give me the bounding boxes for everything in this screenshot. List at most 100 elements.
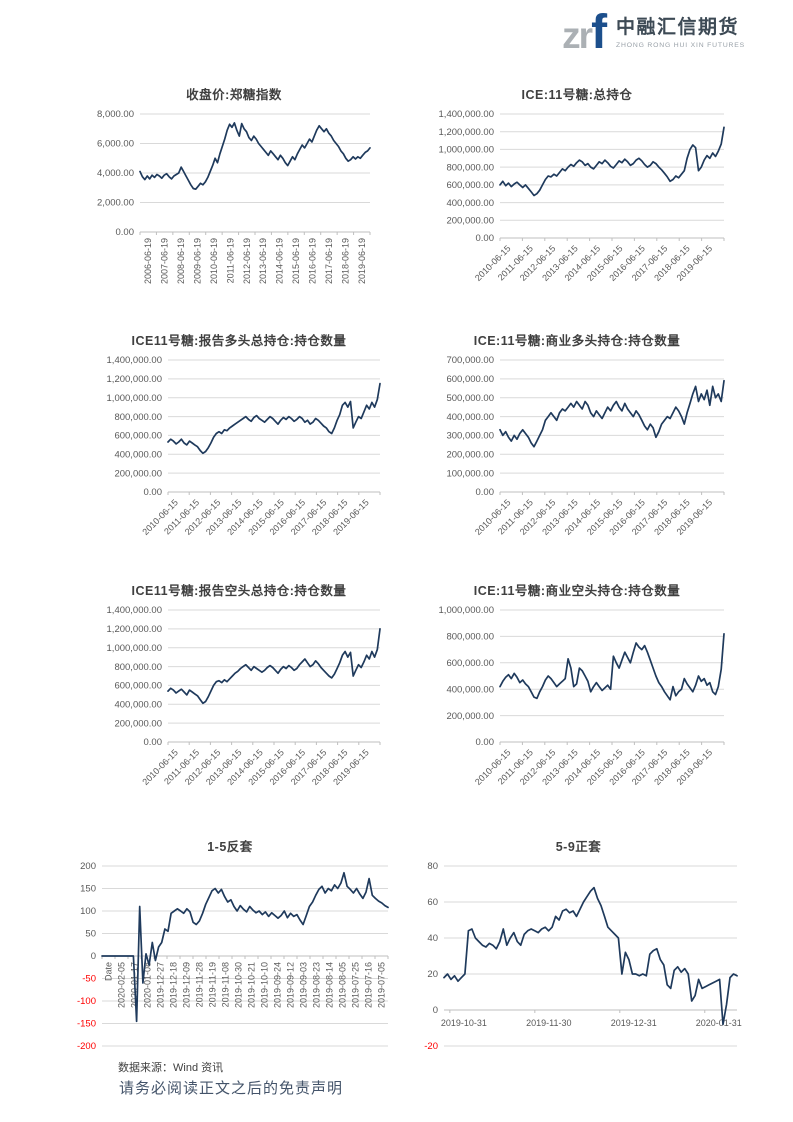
svg-text:2020-01-08: 2020-01-08	[143, 962, 153, 1008]
chart-title: ICE11号糖:报告空头总持仓:持仓数量	[131, 584, 347, 598]
chart-title: ICE11号糖:报告多头总持仓:持仓数量	[131, 334, 347, 348]
svg-text:2019-12-31: 2019-12-31	[611, 1018, 657, 1028]
svg-text:2019-11-08: 2019-11-08	[221, 962, 231, 1007]
svg-text:0.00: 0.00	[144, 737, 163, 748]
svg-text:-150: -150	[77, 1019, 96, 1030]
company-name-en: ZHONG RONG HUI XIN FUTURES	[616, 42, 745, 49]
svg-text:0.00: 0.00	[476, 233, 495, 244]
svg-text:1,200,000.00: 1,200,000.00	[107, 374, 162, 385]
svg-text:400,000.00: 400,000.00	[446, 198, 494, 209]
svg-text:100,000.00: 100,000.00	[446, 468, 494, 479]
company-name-cn: 中融汇信期货	[616, 17, 740, 38]
svg-text:200,000.00: 200,000.00	[114, 468, 162, 479]
data-source-note: 数据来源：Wind 资讯	[118, 1062, 224, 1074]
svg-text:200: 200	[80, 861, 96, 872]
svg-text:1,400,000.00: 1,400,000.00	[439, 109, 494, 120]
svg-text:2019-10-21: 2019-10-21	[247, 962, 257, 1008]
svg-text:2020-02-05: 2020-02-05	[117, 962, 127, 1008]
svg-text:2019-12-09: 2019-12-09	[182, 962, 192, 1008]
svg-text:1,200,000.00: 1,200,000.00	[439, 127, 494, 138]
svg-text:2009-06-19: 2009-06-19	[193, 238, 203, 284]
svg-text:600,000.00: 600,000.00	[114, 681, 162, 692]
svg-text:2019-10-31: 2019-10-31	[441, 1018, 487, 1028]
svg-text:600,000.00: 600,000.00	[446, 374, 494, 385]
svg-text:1,000,000.00: 1,000,000.00	[439, 145, 494, 156]
svg-text:2008-06-19: 2008-06-19	[176, 238, 186, 284]
svg-text:2019-08-23: 2019-08-23	[312, 962, 322, 1008]
svg-text:1,000,000.00: 1,000,000.00	[439, 605, 494, 616]
svg-text:2019-07-25: 2019-07-25	[351, 962, 361, 1008]
logo-mark: zr f	[562, 5, 608, 59]
svg-text:2019-07-16: 2019-07-16	[364, 962, 374, 1008]
svg-text:0.00: 0.00	[144, 487, 163, 498]
chart-title: 5-9正套	[555, 840, 602, 854]
chart-canvas-ice11-reported-short-oi: 0.00 200,000.00 400,000.00 600,000.00 800,00…	[107, 605, 381, 787]
svg-text:40: 40	[427, 933, 438, 944]
svg-text:400,000.00: 400,000.00	[446, 412, 494, 423]
svg-text:100: 100	[80, 906, 96, 917]
svg-text:2019-08-14: 2019-08-14	[325, 962, 335, 1008]
svg-text:50: 50	[85, 929, 96, 940]
svg-text:2019-09-12: 2019-09-12	[286, 962, 296, 1008]
svg-text:2019-11-19: 2019-11-19	[208, 962, 218, 1007]
svg-text:Date: Date	[104, 962, 114, 981]
svg-text:200,000.00: 200,000.00	[446, 449, 494, 460]
svg-text:2019-12-18: 2019-12-18	[169, 962, 179, 1008]
svg-text:2010-06-19: 2010-06-19	[209, 238, 219, 284]
chart-canvas-zheng-sugar-close: 0.00 2,000.00 4,000.00 6,000.00 8,000.00 2006…	[97, 109, 371, 284]
chart-title: 1-5反套	[207, 840, 253, 854]
svg-text:2020-01-31: 2020-01-31	[696, 1018, 742, 1028]
svg-text:200,000.00: 200,000.00	[446, 215, 494, 226]
svg-text:300,000.00: 300,000.00	[446, 431, 494, 442]
chart-title: ICE:11号糖:商业多头持仓:持仓数量	[473, 334, 681, 348]
svg-text:1,200,000.00: 1,200,000.00	[107, 624, 162, 635]
svg-text:80: 80	[427, 861, 438, 872]
chart-title: ICE:11号糖:总持仓	[521, 88, 633, 102]
svg-text:700,000.00: 700,000.00	[446, 355, 494, 366]
chart-zheng-sugar-close: 收盘价:郑糖指数 0.00 2,000.00 4,000.00 6,000.00 8,0…	[88, 84, 380, 300]
svg-text:2019-10-30: 2019-10-30	[234, 962, 244, 1008]
chart-canvas-ice11-commercial-long-oi: 0.00 100,000.00 200,000.00 300,000.00 400,00…	[446, 355, 725, 537]
svg-text:-20: -20	[424, 1041, 438, 1050]
svg-text:800,000.00: 800,000.00	[446, 632, 494, 643]
chart-ice11-commercial-short-oi: ICE:11号糖:商业空头持仓:持仓数量 0.00 200,000.00 400,0…	[420, 580, 734, 804]
svg-text:200,000.00: 200,000.00	[446, 711, 494, 722]
svg-text:20: 20	[427, 969, 438, 980]
svg-text:2006-06-19: 2006-06-19	[143, 238, 153, 284]
svg-text:150: 150	[80, 884, 96, 895]
svg-text:0.00: 0.00	[476, 487, 495, 498]
svg-text:800,000.00: 800,000.00	[114, 662, 162, 673]
svg-text:6,000.00: 6,000.00	[97, 139, 134, 150]
svg-text:8,000.00: 8,000.00	[97, 109, 134, 120]
logo-mark-f: f	[591, 5, 608, 59]
chart-canvas-ice11-total-open-interest: 0.00 200,000.00 400,000.00 600,000.00 800,00…	[439, 109, 725, 283]
svg-text:1,400,000.00: 1,400,000.00	[107, 605, 162, 616]
svg-text:-200: -200	[77, 1041, 96, 1050]
svg-text:2016-06-19: 2016-06-19	[308, 238, 318, 284]
svg-text:0.00: 0.00	[476, 737, 495, 748]
svg-text:800,000.00: 800,000.00	[114, 412, 162, 423]
chart-ice11-reported-short-oi: ICE11号糖:报告空头总持仓:持仓数量 0.00 200,000.00 400,0…	[88, 580, 390, 804]
svg-text:600,000.00: 600,000.00	[446, 180, 494, 191]
svg-text:2011-06-19: 2011-06-19	[225, 238, 235, 283]
chart-canvas-1-5-reverse-spread: 200 150 100 50 0 -50 -100 -150 -200 Date 2020-02-0…	[77, 861, 389, 1050]
chart-canvas-ice11-commercial-short-oi: 0.00 200,000.00 400,000.00 600,000.00 800,00…	[439, 605, 725, 787]
chart-title: ICE:11号糖:商业空头持仓:持仓数量	[473, 584, 681, 598]
svg-text:-100: -100	[77, 996, 96, 1007]
svg-text:2014-06-19: 2014-06-19	[275, 238, 285, 284]
svg-text:2012-06-19: 2012-06-19	[242, 238, 252, 284]
logo-mark-zr: zr	[562, 15, 593, 57]
svg-text:2007-06-19: 2007-06-19	[160, 238, 170, 284]
svg-text:2019-09-03: 2019-09-03	[299, 962, 309, 1008]
svg-text:0: 0	[91, 951, 96, 962]
chart-canvas-ice11-reported-long-oi: 0.00 200,000.00 400,000.00 600,000.00 800,00…	[107, 355, 381, 537]
chart-1-5-reverse-spread: 1-5反套 200 150 100 50 0 -50 -100 -150 -200 Date 202…	[62, 836, 398, 1050]
svg-text:500,000.00: 500,000.00	[446, 393, 494, 404]
svg-text:2019-09-24: 2019-09-24	[273, 962, 283, 1008]
svg-text:200,000.00: 200,000.00	[114, 718, 162, 729]
svg-text:2013-06-19: 2013-06-19	[258, 238, 268, 284]
svg-text:1,000,000.00: 1,000,000.00	[107, 643, 162, 654]
svg-text:2019-08-05: 2019-08-05	[338, 962, 348, 1008]
svg-text:0.00: 0.00	[116, 227, 135, 238]
disclaimer-note: 请务必阅读正文之后的免责声明	[119, 1080, 344, 1097]
